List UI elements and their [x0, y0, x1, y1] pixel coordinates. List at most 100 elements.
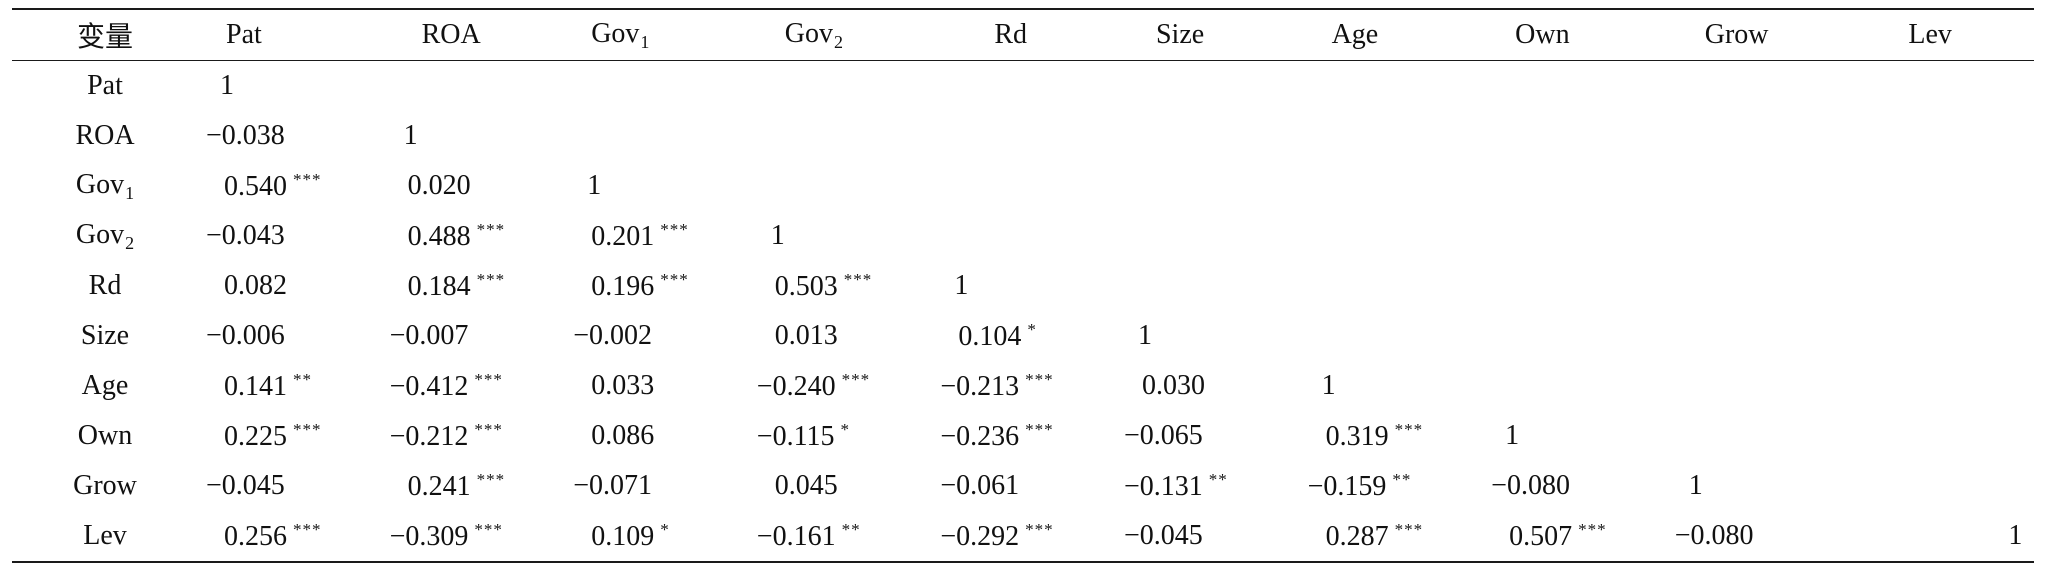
coefficient-value: 0.319 [1325, 420, 1389, 452]
table-cell [1300, 311, 1484, 361]
coefficient-value: 0.045 [774, 470, 838, 501]
table-cell [1850, 61, 2034, 112]
coefficient-value: −0.045 [206, 470, 285, 501]
table-cell [1116, 211, 1300, 261]
coefficient-value: −0.080 [1674, 520, 1754, 551]
row-label-text: Grow [73, 470, 137, 501]
table-cell: −0.043 [198, 211, 382, 261]
correlation-table: 变量 Pat ROA Gov1 Gov2 Rd Size Age Own Grow Lev Pat… [12, 8, 2034, 563]
table-cell: −0.080 [1667, 511, 1851, 561]
coefficient-value: 1 [1321, 370, 1336, 401]
table-cell [932, 161, 1116, 211]
table-cell [1850, 211, 2034, 261]
table-row: Grow −0.045 0.241 *** −0.071 0.045 −0.061 −0.13… [12, 461, 2034, 511]
table-cell: 0.488 *** [382, 211, 566, 261]
column-header-6: Age [1299, 10, 1484, 61]
table-cell: −0.213 *** [932, 361, 1116, 411]
coefficient-value: 0.086 [591, 420, 655, 451]
significance-stars: *** [476, 219, 506, 239]
table-cell [1667, 261, 1851, 311]
significance-stars: *** [293, 169, 322, 189]
significance-stars: * [1027, 319, 1037, 339]
significance-stars: ** [841, 519, 861, 539]
coefficient-value: 0.013 [774, 320, 838, 351]
table-cell [1483, 61, 1667, 112]
row-label-text: Lev [83, 520, 127, 551]
significance-stars: *** [474, 369, 503, 389]
row-label: Rd [12, 261, 198, 311]
column-header-3: Gov2 [748, 10, 933, 61]
table-cell: 0.109 * [565, 511, 749, 561]
corner-header: 变量 [12, 10, 198, 61]
table-body: Pat 1 ROA −0.038 1 Gov1 0.540 *** 0.020 1 Gov2 −0.0… [12, 61, 2034, 562]
coefficient-value: −0.236 [940, 420, 1020, 452]
coefficient-value: 1 [1137, 320, 1152, 351]
column-header-text: Lev [1908, 19, 1952, 50]
coefficient-value: 0.030 [1141, 370, 1205, 401]
coefficient-value: 0.184 [407, 270, 471, 302]
table-cell: −0.007 [382, 311, 566, 361]
table-row: Pat 1 [12, 61, 2034, 112]
table-cell [932, 61, 1116, 112]
table-cell: −0.038 [198, 111, 382, 161]
table-cell [1850, 461, 2034, 511]
row-label: Size [12, 311, 198, 361]
table-cell: 1 [382, 111, 566, 161]
coefficient-value: 1 [220, 70, 234, 101]
column-header-text: Age [1331, 19, 1379, 50]
table-cell: −0.071 [565, 461, 749, 511]
header-row: 变量 Pat ROA Gov1 Gov2 Rd Size Age Own Grow Lev [12, 10, 2034, 61]
table-cell: 0.082 [198, 261, 382, 311]
table-cell: −0.412 *** [382, 361, 566, 411]
table-cell: −0.236 *** [932, 411, 1116, 461]
coefficient-value: 0.503 [774, 270, 838, 302]
table-cell: −0.309 *** [382, 511, 566, 561]
column-header-text: Size [1155, 19, 1205, 50]
table-cell: −0.045 [198, 461, 382, 511]
column-header-4: Rd [932, 10, 1116, 61]
table-cell: 0.020 [382, 161, 566, 211]
table-cell: −0.065 [1116, 411, 1300, 461]
coefficient-value: −0.212 [389, 420, 469, 452]
coefficient-value: −0.043 [206, 220, 285, 251]
coefficient-value: 1 [403, 120, 418, 151]
significance-stars: *** [660, 269, 689, 289]
significance-stars: *** [1578, 519, 1607, 539]
coefficient-value: 0.141 [224, 370, 287, 402]
table-cell [1667, 361, 1851, 411]
table-cell [1667, 411, 1851, 461]
coefficient-value: 0.196 [591, 270, 655, 302]
table-cell [1116, 61, 1300, 112]
coefficient-value: −0.292 [940, 520, 1020, 552]
table-cell [1483, 311, 1667, 361]
table-row: ROA −0.038 1 [12, 111, 2034, 161]
table-cell [932, 111, 1116, 161]
coefficient-value: 0.287 [1325, 520, 1389, 552]
coefficient-value: −0.045 [1123, 520, 1203, 551]
significance-stars: *** [1025, 369, 1054, 389]
column-header-text: Pat [226, 19, 262, 50]
row-label: Pat [12, 61, 198, 112]
table-row: Size −0.006 −0.007 −0.002 0.013 0.104 * 1 [12, 311, 2034, 361]
coefficient-value: −0.159 [1307, 470, 1387, 502]
coefficient-value: 0.225 [224, 420, 287, 452]
column-header-9: Lev [1850, 10, 2034, 61]
coefficient-value: 1 [587, 170, 602, 201]
row-label-text: Age [81, 370, 129, 401]
table-cell: 0.225 *** [198, 411, 382, 461]
coefficient-value: −0.213 [940, 370, 1020, 402]
table-cell [1850, 111, 2034, 161]
table-cell: 0.033 [565, 361, 749, 411]
table-cell [932, 211, 1116, 261]
significance-stars: ** [1208, 469, 1228, 489]
column-header-text: Own [1515, 19, 1570, 50]
column-header-text: Gov [591, 17, 640, 49]
table-row: Lev 0.256 *** −0.309 *** 0.109 * −0.161 ** −0.292… [12, 511, 2034, 561]
row-label-text: Gov [75, 168, 125, 200]
table-cell: 1 [565, 161, 749, 211]
column-header-subscript: 2 [834, 31, 844, 52]
significance-stars: *** [474, 519, 503, 539]
significance-stars: *** [660, 219, 689, 239]
row-label: ROA [12, 111, 198, 161]
table-cell [1667, 311, 1851, 361]
